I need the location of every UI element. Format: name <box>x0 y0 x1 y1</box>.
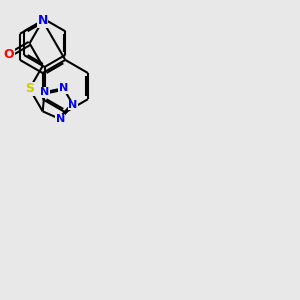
Text: N: N <box>59 83 68 93</box>
Text: N: N <box>68 100 78 110</box>
Text: N: N <box>40 87 49 97</box>
Text: N: N <box>38 14 48 27</box>
Text: S: S <box>25 82 34 95</box>
Text: N: N <box>56 114 65 124</box>
Text: O: O <box>3 48 14 61</box>
